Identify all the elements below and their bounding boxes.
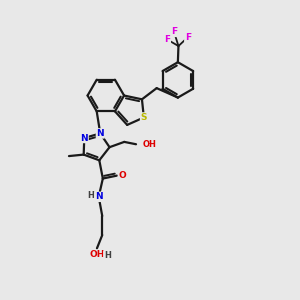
Text: F: F [185,33,191,42]
Text: F: F [171,27,177,36]
Text: OH: OH [142,140,156,149]
Text: S: S [141,113,147,122]
Text: N: N [95,192,103,201]
Text: F: F [164,35,170,44]
Text: N: N [80,134,88,142]
Text: OH: OH [89,250,105,259]
Text: H: H [104,251,111,260]
Text: O: O [118,171,126,180]
Text: H: H [87,190,94,200]
Text: N: N [96,129,104,138]
